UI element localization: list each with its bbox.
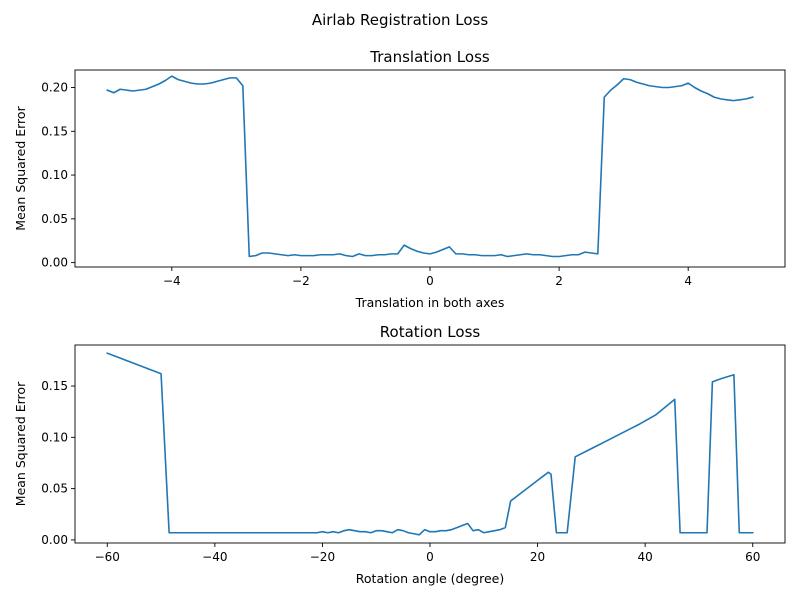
rotation-xtick-label: 0 [426,550,434,564]
translation-xtick-label: −4 [163,274,181,288]
translation-ytick-label: 0.10 [41,168,68,182]
rotation-loss-title: Rotation Loss [380,323,481,341]
rotation-xtick-label: −60 [95,550,120,564]
rotation-xtick-label: −40 [202,550,227,564]
translation-loss-plot: −4 −2 0 2 4 0.00 0.05 0.10 0.15 0.20 Translation L… [13,48,786,310]
translation-xtick-label: 0 [426,274,434,288]
rotation-loss-line [106,352,754,536]
translation-xtick-label: −2 [292,274,310,288]
rotation-xtick-label: 20 [530,550,545,564]
rotation-ytick-label: 0.15 [41,379,68,393]
translation-ytick-label: 0.15 [41,124,68,138]
rotation-ytick-label: 0.00 [41,533,68,547]
translation-xtick-label: 4 [684,274,692,288]
rotation-ytick-label: 0.05 [41,482,68,496]
translation-xtick-label: 2 [555,274,563,288]
rotation-xtick-label: 60 [745,550,760,564]
rotation-xaxis-label: Rotation angle (degree) [356,571,504,586]
translation-ytick-label: 0.05 [41,212,68,226]
rotation-loss-plot: −60 −40 −20 0 20 40 60 0.00 0.05 0.10 0.15 Rotation… [13,323,786,586]
translation-yaxis-label: Mean Squared Error [13,105,28,230]
figure-suptitle: Airlab Registration Loss [312,11,489,29]
translation-ytick-label: 0.00 [41,256,68,270]
rotation-ytick-label: 0.10 [41,430,68,444]
translation-loss-line [106,75,754,258]
translation-xaxis-label: Translation in both axes [355,295,505,310]
translation-ytick-label: 0.20 [41,81,68,95]
translation-loss-title: Translation Loss [369,48,490,66]
rotation-yaxis-label: Mean Squared Error [13,381,28,506]
rotation-xtick-label: 40 [638,550,653,564]
rotation-xtick-label: −20 [310,550,335,564]
